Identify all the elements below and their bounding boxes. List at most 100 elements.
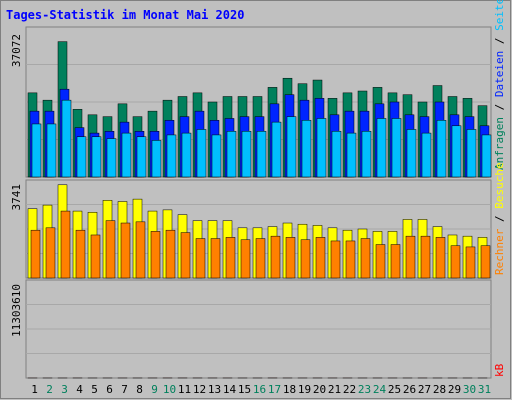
bar-rechner-day-24 — [375, 244, 386, 279]
bar-seiten-day-12 — [196, 129, 207, 178]
bar-rechner-day-1 — [30, 229, 41, 279]
panel-visits — [25, 179, 492, 279]
x-tick-label-day-28: 28 — [433, 383, 446, 396]
bar-seiten-day-18 — [286, 116, 297, 178]
legend-right: Anfragen / Dateien / Seiten Rechner / Be… — [493, 0, 506, 377]
bar-rechner-day-12 — [195, 238, 206, 279]
bar-rechner-day-17 — [270, 235, 281, 279]
bar-rechner-day-22 — [345, 240, 356, 279]
bar-seiten-day-6 — [106, 138, 117, 178]
bar-seiten-day-29 — [451, 125, 462, 178]
legend-visits: Rechner / Besuche — [493, 162, 506, 275]
bar-seiten-day-10 — [166, 134, 177, 178]
bar-seiten-day-13 — [211, 134, 222, 178]
bar-rechner-day-3 — [60, 210, 71, 279]
x-tick-label-day-5: 5 — [91, 383, 98, 396]
bar-seiten-day-7 — [121, 132, 132, 178]
bar-rechner-day-8 — [135, 221, 146, 279]
bar-rechner-day-14 — [225, 237, 236, 279]
bar-seiten-day-11 — [181, 132, 192, 178]
x-tick-label-day-31: 31 — [478, 383, 491, 396]
bar-seiten-day-31 — [481, 134, 492, 178]
x-tick-label-day-15: 15 — [238, 383, 251, 396]
bar-seiten-day-2 — [46, 123, 57, 178]
bar-rechner-day-27 — [420, 235, 431, 279]
bar-rechner-day-26 — [405, 235, 416, 279]
x-tick-label-day-3: 3 — [61, 383, 68, 396]
legend-rechner: Rechner — [493, 228, 506, 275]
x-tick-label-day-21: 21 — [328, 383, 341, 396]
x-tick-label-day-7: 7 — [121, 383, 128, 396]
bar-rechner-day-28 — [435, 237, 446, 279]
x-tick-label-day-25: 25 — [388, 383, 401, 396]
bar-rechner-day-20 — [315, 237, 326, 279]
bar-rechner-day-19 — [300, 239, 311, 279]
bar-rechner-day-13 — [210, 238, 221, 279]
panel-requests — [25, 26, 492, 178]
bar-rechner-day-29 — [450, 245, 461, 279]
x-tick-label-day-9: 9 — [151, 383, 158, 396]
legend-sep-3: / — [493, 209, 506, 229]
ytick-label-requests: 37072 — [10, 34, 23, 67]
x-tick-label-day-1: 1 — [31, 383, 38, 396]
bar-seiten-day-27 — [421, 132, 432, 178]
bar-rechner-day-7 — [120, 222, 131, 279]
bar-rechner-day-18 — [285, 237, 296, 279]
bar-rechner-day-25 — [390, 244, 401, 279]
x-tick-label-day-10: 10 — [163, 383, 176, 396]
bar-seiten-day-23 — [361, 131, 372, 178]
bar-rechner-day-9 — [150, 231, 161, 279]
bar-seiten-day-8 — [136, 136, 147, 178]
ytick-label-visits: 3741 — [10, 184, 23, 211]
x-tick-label-day-26: 26 — [403, 383, 416, 396]
x-tick-label-day-6: 6 — [106, 383, 113, 396]
bar-rechner-day-2 — [45, 227, 56, 279]
x-tick-label-day-11: 11 — [178, 383, 191, 396]
bar-seiten-day-9 — [151, 140, 162, 178]
bar-seiten-day-16 — [256, 131, 267, 178]
x-tick-label-day-22: 22 — [343, 383, 356, 396]
legend-anfragen: Anfragen — [493, 117, 506, 170]
x-tick-label-day-4: 4 — [76, 383, 83, 396]
x-tick-label-day-20: 20 — [313, 383, 326, 396]
bar-seiten-day-26 — [406, 129, 417, 178]
bar-rechner-day-4 — [75, 229, 86, 279]
x-tick-label-day-2: 2 — [46, 383, 53, 396]
bar-seiten-day-3 — [61, 99, 72, 178]
bar-seiten-day-21 — [331, 131, 342, 178]
bar-seiten-day-15 — [241, 131, 252, 178]
ytick-label-kilobytes: 11303610 — [10, 284, 23, 337]
x-tick-label-day-23: 23 — [358, 383, 371, 396]
bar-seiten-day-30 — [466, 129, 477, 178]
bar-rechner-day-23 — [360, 238, 371, 279]
x-tick-label-day-30: 30 — [463, 383, 476, 396]
bar-rechner-day-15 — [240, 239, 251, 279]
bar-rechner-day-31 — [480, 245, 491, 279]
bar-seiten-day-5 — [91, 136, 102, 178]
bar-rechner-day-16 — [255, 238, 266, 279]
x-tick-label-day-19: 19 — [298, 383, 311, 396]
x-tick-label-day-29: 29 — [448, 383, 461, 396]
bar-seiten-day-20 — [316, 118, 327, 178]
legend-requests: Anfragen / Dateien / Seiten — [493, 0, 506, 170]
x-tick-label-day-14: 14 — [223, 383, 237, 396]
x-tick-label-day-8: 8 — [136, 383, 143, 396]
x-tick-label-day-12: 12 — [193, 383, 206, 396]
bar-seiten-day-19 — [301, 120, 312, 178]
bar-rechner-day-10 — [165, 229, 176, 279]
bar-seiten-day-14 — [226, 131, 237, 178]
x-tick-label-day-17: 17 — [268, 383, 281, 396]
legend-seiten: Seiten — [493, 0, 506, 31]
bar-rechner-day-5 — [90, 234, 101, 279]
bar-seiten-day-1 — [31, 123, 42, 178]
x-axis-labels: 1 2 3 4 5 6 7 8 9 10 11 12 13 14 15 16 17 18 19 20 21 22 23 24 2… — [31, 383, 491, 396]
bar-seiten-day-22 — [346, 132, 357, 178]
bar-rechner-day-21 — [330, 240, 341, 279]
bar-seiten-day-24 — [376, 118, 387, 178]
x-tick-label-day-16: 16 — [253, 383, 266, 396]
legend-dateien: Dateien — [493, 51, 506, 97]
bar-seiten-day-17 — [271, 121, 282, 178]
ytick-labels: 37072 3741 11303610 — [10, 34, 23, 337]
